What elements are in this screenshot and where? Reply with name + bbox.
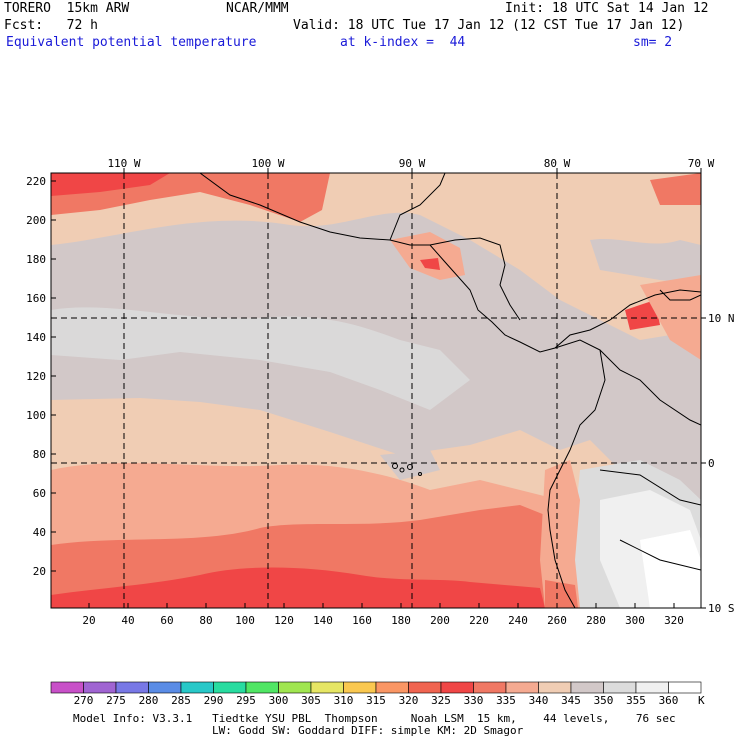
colorbar-labels: 270 275 280 285 290 295 300 305 310 315 320 325 330 3… (74, 694, 679, 707)
colorbar-swatch (213, 681, 247, 694)
colorbar-swatch (473, 681, 507, 694)
axis-ticks (51, 168, 706, 609)
grid-y-label: 20 (33, 565, 46, 578)
init-time: Init: 18 UTC Sat 14 Jan 12 (505, 1, 709, 16)
lon-label: 100 W (251, 157, 284, 170)
colorbar (50, 681, 702, 694)
field-name: Equivalent potential temperature (6, 35, 257, 50)
colorbar-label: 345 (561, 694, 581, 707)
grid-y-label: 140 (26, 331, 46, 344)
colorbar-unit: K (698, 694, 705, 707)
theta-e-field (51, 173, 701, 608)
grid-x-label: 140 (313, 614, 333, 627)
grid-x-label: 20 (82, 614, 95, 627)
grid-y-label: 180 (26, 253, 46, 266)
grid-x-label: 180 (391, 614, 411, 627)
lon-label: 80 W (544, 157, 571, 170)
colorbar-swatch (115, 681, 149, 694)
colorbar-swatch (245, 681, 279, 694)
colorbar-swatch (343, 681, 377, 694)
lat-label: 10 N (708, 312, 735, 325)
bottom-grid-labels: 20 40 60 80 100 120 140 160 180 200 220 … (82, 614, 684, 627)
colorbar-swatch (570, 681, 604, 694)
colorbar-swatch (440, 681, 474, 694)
grid-x-label: 220 (469, 614, 489, 627)
colorbar-swatch (603, 681, 637, 694)
colorbar-swatch (505, 681, 539, 694)
colorbar-label: 295 (236, 694, 256, 707)
grid-x-label: 280 (586, 614, 606, 627)
model-title: TORERO 15km ARW (4, 1, 130, 16)
colorbar-label: 315 (366, 694, 386, 707)
lat-label: 0 (708, 457, 715, 470)
grid-x-label: 40 (121, 614, 134, 627)
colorbar-label: 355 (626, 694, 646, 707)
lat-label: 10 S (708, 602, 735, 615)
grid-y-label: 200 (26, 214, 46, 227)
map-frame (50, 172, 702, 609)
grid-y-label: 120 (26, 370, 46, 383)
graticule (51, 173, 701, 608)
colorbar-swatch (180, 681, 214, 694)
lon-label: 70 W (688, 157, 715, 170)
colorbar-label: 360 (659, 694, 679, 707)
colorbar-label: 330 (464, 694, 484, 707)
colorbar-label: 310 (334, 694, 354, 707)
grid-x-label: 320 (664, 614, 684, 627)
grid-y-label: 40 (33, 526, 46, 539)
grid-x-label: 200 (430, 614, 450, 627)
grid-y-label: 220 (26, 175, 46, 188)
model-info: Model Info: V3.3.1 Tiedtke YSU PBL Thomp… (73, 712, 676, 725)
colorbar-label: 280 (139, 694, 159, 707)
colorbar-label: 340 (529, 694, 549, 707)
colorbar-swatch (635, 681, 669, 694)
colorbar-swatch (50, 681, 84, 694)
grid-y-label: 100 (26, 409, 46, 422)
grid-x-label: 100 (235, 614, 255, 627)
colorbar-label: 335 (496, 694, 516, 707)
left-grid-labels: 220 200 180 160 140 120 100 80 60 40 20 (26, 175, 46, 578)
grid-x-label: 160 (352, 614, 372, 627)
colorbar-swatch (375, 681, 409, 694)
colorbar-label: 350 (594, 694, 614, 707)
colorbar-label: 270 (74, 694, 94, 707)
grid-x-label: 300 (625, 614, 645, 627)
colorbar-label: 285 (171, 694, 191, 707)
grid-x-label: 60 (160, 614, 173, 627)
colorbar-swatch (310, 681, 344, 694)
colorbar-swatch (83, 681, 117, 694)
colorbar-swatch (148, 681, 182, 694)
grid-y-label: 160 (26, 292, 46, 305)
colorbar-swatch (408, 681, 442, 694)
organization-label: NCAR/MMM (226, 1, 289, 16)
valid-time: Valid: 18 UTC Tue 17 Jan 12 (12 CST Tue … (293, 18, 685, 33)
lon-label: 90 W (399, 157, 426, 170)
colorbar-swatch (538, 681, 572, 694)
colorbar-label: 320 (399, 694, 419, 707)
level-label: at k-index = 44 (340, 35, 466, 50)
lon-label: 110 W (107, 157, 140, 170)
grid-x-label: 260 (547, 614, 567, 627)
grid-x-label: 80 (199, 614, 212, 627)
colorbar-label: 275 (106, 694, 126, 707)
grid-y-label: 60 (33, 487, 46, 500)
colorbar-swatch (668, 681, 702, 694)
colorbar-label: 325 (431, 694, 451, 707)
colorbar-label: 305 (301, 694, 321, 707)
forecast-hour: Fcst: 72 h (4, 18, 98, 33)
colorbar-swatch (278, 681, 312, 694)
smoothing-label: sm= 2 (633, 35, 673, 50)
grid-x-label: 240 (508, 614, 528, 627)
physics-info: LW: Godd SW: Goddard DIFF: simple KM: 2D… (212, 724, 524, 737)
grid-x-label: 120 (274, 614, 294, 627)
colorbar-label: 300 (269, 694, 289, 707)
grid-y-label: 80 (33, 448, 46, 461)
colorbar-label: 290 (204, 694, 224, 707)
